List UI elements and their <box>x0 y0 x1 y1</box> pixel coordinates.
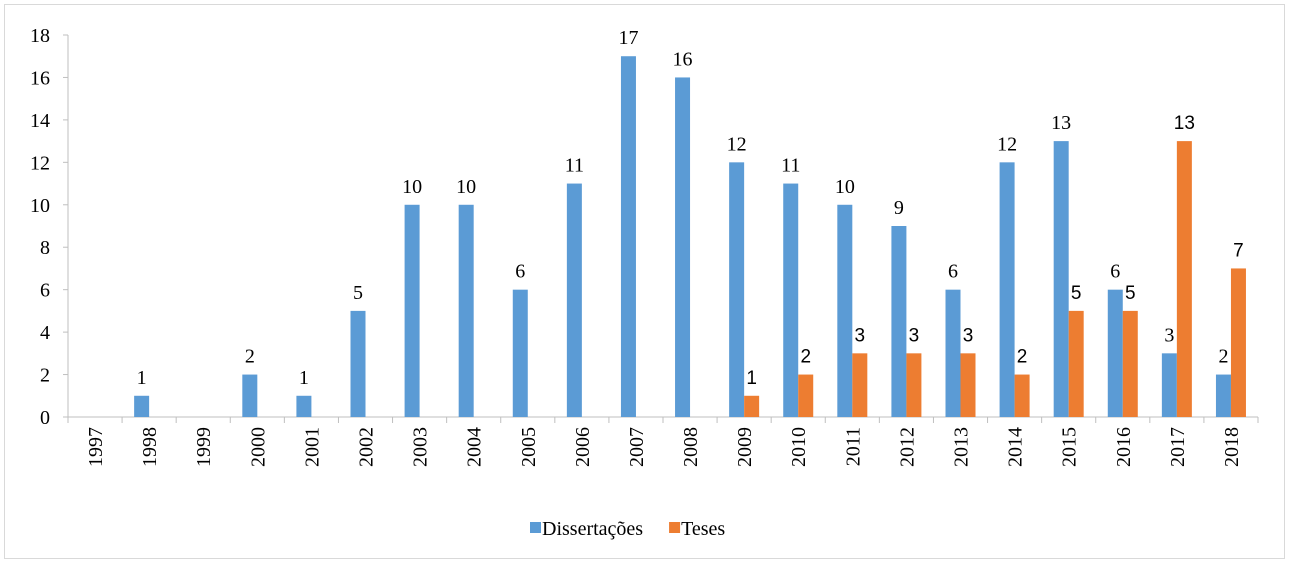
data-label: 5 <box>1125 283 1136 304</box>
legend-label: Teses <box>681 518 725 540</box>
data-label: 5 <box>353 282 363 304</box>
x-tick-label: 2001 <box>301 427 323 467</box>
bar <box>404 204 420 417</box>
x-tick-label: 2016 <box>1113 427 1135 467</box>
x-tick-label: 1999 <box>193 427 215 467</box>
bar <box>1176 141 1192 417</box>
data-label: 2 <box>245 346 255 368</box>
data-label: 2 <box>1017 347 1028 368</box>
x-tick-label: 2013 <box>951 427 973 467</box>
y-tick-label: 0 <box>40 407 50 429</box>
x-tick-label: 1998 <box>139 427 161 467</box>
y-tick-label: 8 <box>40 237 50 259</box>
data-label: 1 <box>746 368 757 389</box>
bar <box>837 204 853 417</box>
data-label: 3 <box>1164 324 1174 346</box>
data-label: 2 <box>1218 346 1228 368</box>
data-label: 10 <box>456 176 476 198</box>
bar <box>1053 141 1069 417</box>
chart-frame <box>4 4 1285 559</box>
bar <box>852 353 868 417</box>
x-tick-label: 2004 <box>464 427 486 467</box>
bar <box>798 374 814 417</box>
legend-swatch <box>669 522 681 533</box>
x-tick-label: 2009 <box>734 427 756 467</box>
y-tick-label: 12 <box>30 152 50 174</box>
y-tick-label: 10 <box>30 195 50 217</box>
x-tick-label: 2010 <box>788 427 810 467</box>
bar <box>744 395 760 417</box>
x-tick-label: 2014 <box>1005 427 1027 467</box>
data-label: 10 <box>402 176 422 198</box>
bar <box>1107 289 1123 417</box>
data-label: 17 <box>618 27 638 49</box>
data-label: 11 <box>781 155 800 177</box>
y-tick-label: 6 <box>40 280 50 302</box>
data-label: 16 <box>673 48 693 70</box>
data-label: 13 <box>1051 112 1071 134</box>
bar <box>999 162 1015 417</box>
bar <box>620 56 636 417</box>
x-tick-label: 2018 <box>1221 427 1243 467</box>
y-tick-label: 14 <box>30 110 50 132</box>
data-label: 1 <box>137 367 147 389</box>
data-label: 12 <box>727 133 747 155</box>
y-tick-label: 16 <box>30 67 50 89</box>
data-label: 6 <box>948 261 958 283</box>
bar <box>1161 353 1177 417</box>
bar <box>512 289 528 417</box>
x-tick-label: 2007 <box>626 427 648 467</box>
legend-swatch <box>530 522 541 533</box>
data-label: 1 <box>299 367 309 389</box>
data-label: 5 <box>1071 283 1082 304</box>
y-tick-label: 18 <box>30 25 50 47</box>
bar <box>350 310 366 417</box>
bar <box>783 183 799 417</box>
x-tick-label: 2006 <box>572 427 594 467</box>
x-tick-label: 2005 <box>518 427 540 467</box>
bar <box>945 289 961 417</box>
data-label: 12 <box>997 133 1017 155</box>
bar <box>1215 374 1231 417</box>
bar <box>729 162 745 417</box>
x-tick-label: 1997 <box>85 427 107 467</box>
x-tick-label: 2002 <box>356 427 378 467</box>
bar <box>242 374 258 417</box>
y-tick-label: 2 <box>40 365 50 387</box>
legend-label: Dissertações <box>542 518 643 540</box>
bar <box>891 226 907 417</box>
x-tick-label: 2008 <box>680 427 702 467</box>
bar <box>134 395 150 417</box>
data-label: 6 <box>1110 261 1120 283</box>
bar <box>675 77 691 417</box>
bar <box>566 183 582 417</box>
data-label: 3 <box>909 325 920 346</box>
data-label: 11 <box>565 155 584 177</box>
data-label: 3 <box>855 325 866 346</box>
x-tick-label: 2003 <box>410 427 432 467</box>
bar <box>1068 310 1084 417</box>
data-label: 6 <box>515 261 525 283</box>
data-label: 3 <box>963 325 974 346</box>
bar <box>906 353 922 417</box>
x-tick-label: 2011 <box>842 427 864 466</box>
x-tick-label: 2015 <box>1059 427 1081 467</box>
bar <box>458 204 474 417</box>
bar <box>1014 374 1030 417</box>
data-label: 10 <box>835 176 855 198</box>
data-label: 9 <box>894 197 904 219</box>
y-tick-label: 4 <box>40 322 50 344</box>
x-tick-label: 2017 <box>1167 427 1189 467</box>
x-tick-label: 2000 <box>247 427 269 467</box>
x-tick-label: 2012 <box>896 427 918 467</box>
data-label: 7 <box>1233 240 1244 261</box>
bar <box>296 395 312 417</box>
bar <box>1122 310 1138 417</box>
bar <box>1230 268 1246 417</box>
data-label: 2 <box>800 347 811 368</box>
data-label: 13 <box>1174 113 1195 134</box>
bar <box>960 353 976 417</box>
